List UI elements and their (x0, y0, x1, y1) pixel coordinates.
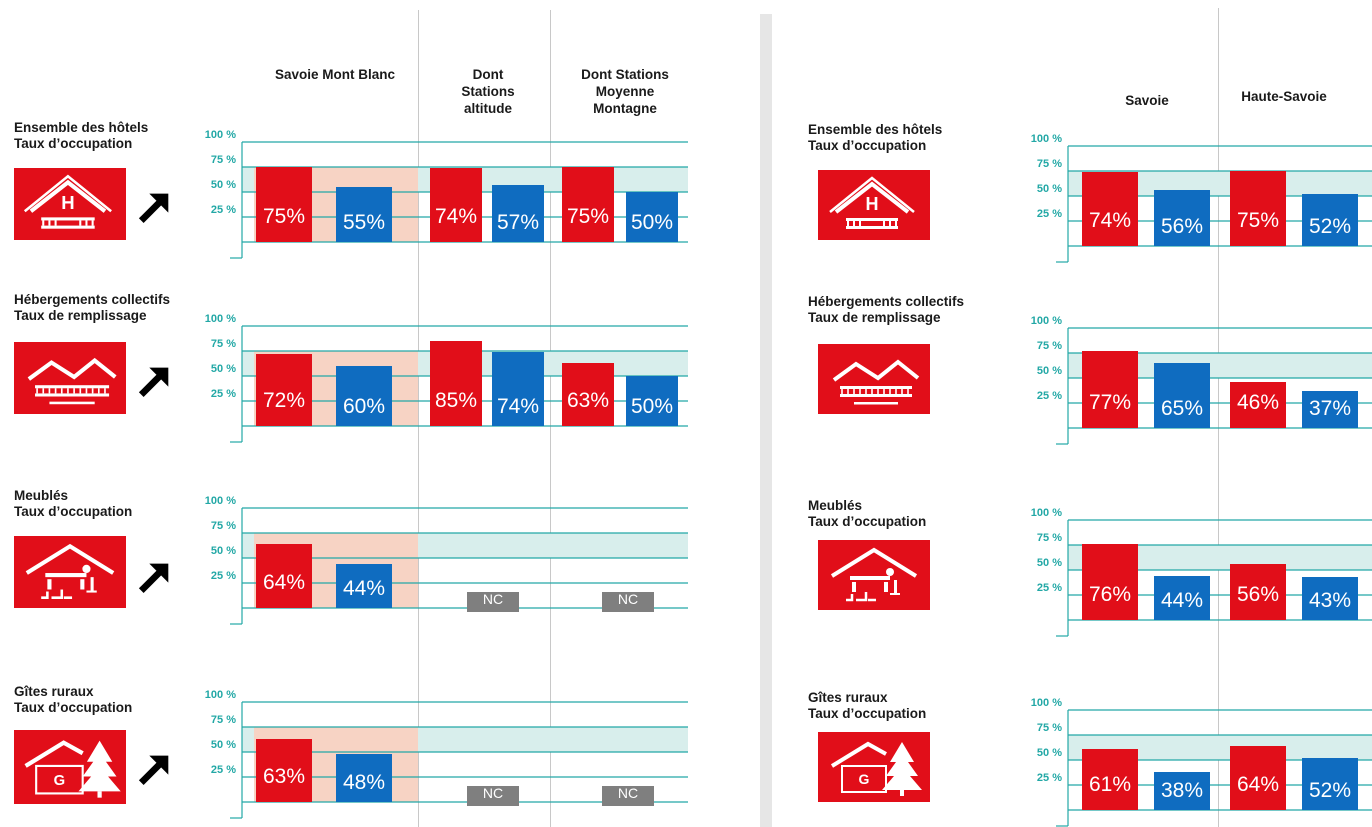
column-header-savoie-mont-blanc: Savoie Mont Blanc (274, 67, 396, 82)
column-header-stations-altitude: Dont Stations altitude (461, 67, 515, 116)
column-header-stations-moyenne-montagne: Dont Stations Moyenne Montagne (581, 67, 669, 116)
trend-up-arrow-icon (136, 556, 174, 594)
furnished-rental-icon (818, 540, 930, 610)
collective-housing-icon (14, 342, 126, 414)
chart-title: Ensemble des hôtels (808, 122, 943, 137)
rural-gite-icon: G (818, 732, 930, 802)
chart-subtitle: Taux d’occupation (14, 700, 133, 715)
chart-subtitle: Taux d’occupation (808, 138, 927, 153)
hotel-icon: H (818, 170, 930, 240)
chart-title: Ensemble des hôtels (14, 120, 149, 135)
chart-subtitle: Taux de remplissage (808, 310, 941, 325)
svg-text:G: G (859, 771, 870, 787)
chart-title: Meublés (808, 498, 863, 513)
svg-text:H: H (866, 194, 879, 214)
chart-title: Hébergements collectifs (14, 292, 171, 307)
hotel-icon: H (14, 168, 126, 240)
column-divider (550, 10, 551, 827)
left-panel: Savoie Mont Blanc Dont Stations altitude… (274, 10, 669, 827)
chart-subtitle: Taux d’occupation (14, 136, 133, 151)
chart-subtitle: Taux de remplissage (14, 308, 147, 323)
column-header-savoie: Savoie (1125, 93, 1169, 108)
trend-up-arrow-icon (136, 748, 174, 786)
furnished-rental-icon (14, 536, 126, 608)
right-panel: Savoie Haute-Savoie (772, 0, 1372, 827)
chart-subtitle: Taux d’occupation (808, 514, 927, 529)
column-divider (1218, 8, 1219, 827)
chart-title: Gîtes ruraux (808, 690, 888, 705)
collective-housing-icon (818, 344, 930, 414)
chart-title: Meublés (14, 488, 69, 503)
rural-gite-icon: G (14, 730, 126, 804)
chart-title: Gîtes ruraux (14, 684, 94, 699)
chart-subtitle: Taux d’occupation (808, 706, 927, 721)
chart-title: Hébergements collectifs (808, 294, 965, 309)
trend-up-arrow-icon (136, 186, 174, 224)
column-divider (418, 10, 419, 827)
panel-divider (760, 14, 772, 827)
chart-subtitle: Taux d’occupation (14, 504, 133, 519)
column-header-haute-savoie: Haute-Savoie (1241, 89, 1327, 104)
svg-text:H: H (61, 192, 74, 213)
trend-up-arrow-icon (136, 360, 174, 398)
svg-text:G: G (54, 773, 66, 789)
